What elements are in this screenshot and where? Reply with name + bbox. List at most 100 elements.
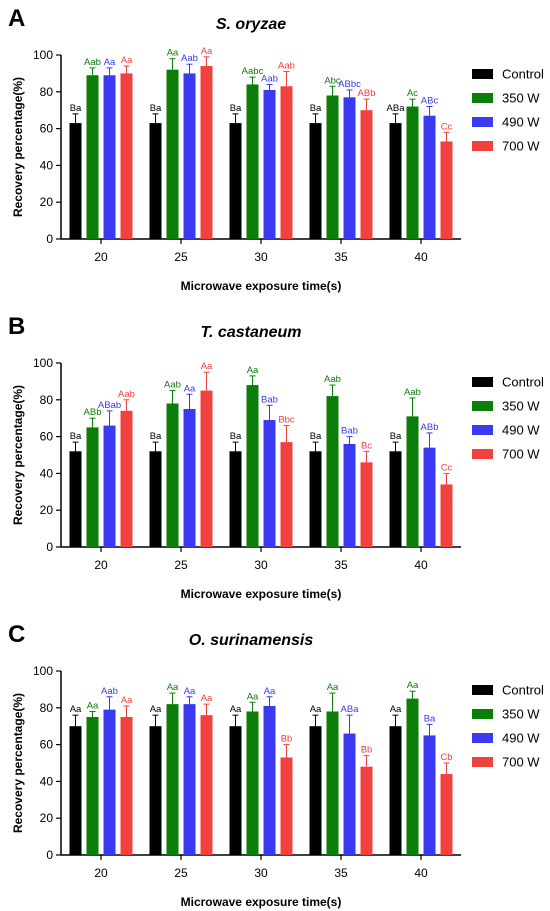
bar-label: ABb [358,88,376,99]
y-tick-label: 40 [40,158,54,172]
legend-label: Control [502,683,544,698]
x-tick-label: 40 [414,250,428,264]
bar [246,711,259,855]
legend-swatch [472,709,493,719]
legend-swatch [472,685,493,695]
bar-label: ABc [421,96,439,107]
legend-label: 490 W [502,731,540,746]
legend-swatch [472,117,493,127]
y-tick-label: 100 [33,664,53,678]
bar [309,726,322,855]
x-tick-label: 25 [174,866,188,880]
bar [200,66,213,239]
y-axis-title: Recovery percentage(%) [11,77,25,217]
bar [183,73,196,240]
bar-label: Ba [150,431,162,442]
y-axis-title: Recovery percentage(%) [11,693,25,833]
y-tick-label: 0 [46,540,53,554]
bar [309,451,322,547]
y-tick-label: 100 [33,48,53,62]
bar-label: Aa [327,682,339,693]
legend-label: Control [502,67,544,82]
bar-label: ABab [98,400,121,411]
bar [389,726,402,855]
bar [246,385,259,547]
y-tick-label: 80 [40,701,54,715]
bar [120,410,133,547]
bar [280,442,293,547]
bar [440,484,453,547]
bar [166,69,179,239]
bar-label: Aa [230,704,242,715]
bar [86,75,99,240]
x-tick-label: 30 [254,866,268,880]
bar [360,462,373,547]
bar-label: Aa [201,361,213,372]
bar [103,709,116,855]
bar [103,425,116,547]
bar-label: Ba [70,103,82,114]
bar-label: Aa [247,365,259,376]
bar-label: ABbc [338,79,361,90]
bar [120,717,133,855]
bar [229,726,242,855]
bar-label: Aab [278,61,295,72]
bar-label: Bc [361,440,372,451]
bar [280,86,293,239]
chart-panel-b: B T. castaneum 0 20 40 60 80 100 Recovery percen… [8,313,544,601]
legend-label: 490 W [502,115,540,130]
bar-label: Ba [310,431,322,442]
bar-label: Aa [167,48,179,59]
y-tick-label: 40 [40,774,54,788]
chart-title: S. oryzae [216,16,286,33]
panel-letter: C [8,621,25,648]
bar-label: Aab [181,53,198,64]
y-tick-label: 80 [40,85,54,99]
bar [183,704,196,855]
bar-label: Aa [150,704,162,715]
bar-label: Aa [121,695,133,706]
bar-label: Ba [310,103,322,114]
bar-label: Aab [84,57,101,68]
bar-label: ABa [387,103,406,114]
bar-label: Bb [361,745,373,756]
bar-label: Bb [281,734,293,745]
bar-label: ABb [84,407,102,418]
bar [200,390,213,547]
bar [423,447,436,547]
chart-title: T. castaneum [200,324,301,341]
bar [86,717,99,855]
bar [69,726,82,855]
bar-label: Bbc [278,415,295,426]
legend-swatch [472,93,493,103]
panel-letter: B [8,313,25,340]
bar [326,711,339,855]
panel-letter: A [8,5,25,32]
x-axis-title: Microwave exposure time(s) [181,587,342,601]
bar-label: Cb [440,752,452,763]
y-tick-label: 60 [40,738,54,752]
y-tick-label: 0 [46,848,53,862]
x-tick-label: 40 [414,866,428,880]
bar [326,95,339,239]
bar-label: Aa [310,704,322,715]
bar [229,123,242,239]
x-tick-label: 40 [414,558,428,572]
bar-label: Aa [167,682,179,693]
y-axis-title: Recovery percentage(%) [11,385,25,525]
bar [149,123,162,239]
bar [423,115,436,239]
bar-label: Bab [261,394,278,405]
bar [389,123,402,239]
bar [309,123,322,239]
bar [246,84,259,239]
legend-label: 490 W [502,423,540,438]
bar-label: Bab [341,426,358,437]
bar-label: Aa [104,57,116,68]
y-tick-label: 20 [40,811,54,825]
bar-label: Aab [164,380,181,391]
bar-label: Aab [404,387,421,398]
bar [120,73,133,240]
bar [440,774,453,855]
bar-label: Aab [261,73,278,84]
